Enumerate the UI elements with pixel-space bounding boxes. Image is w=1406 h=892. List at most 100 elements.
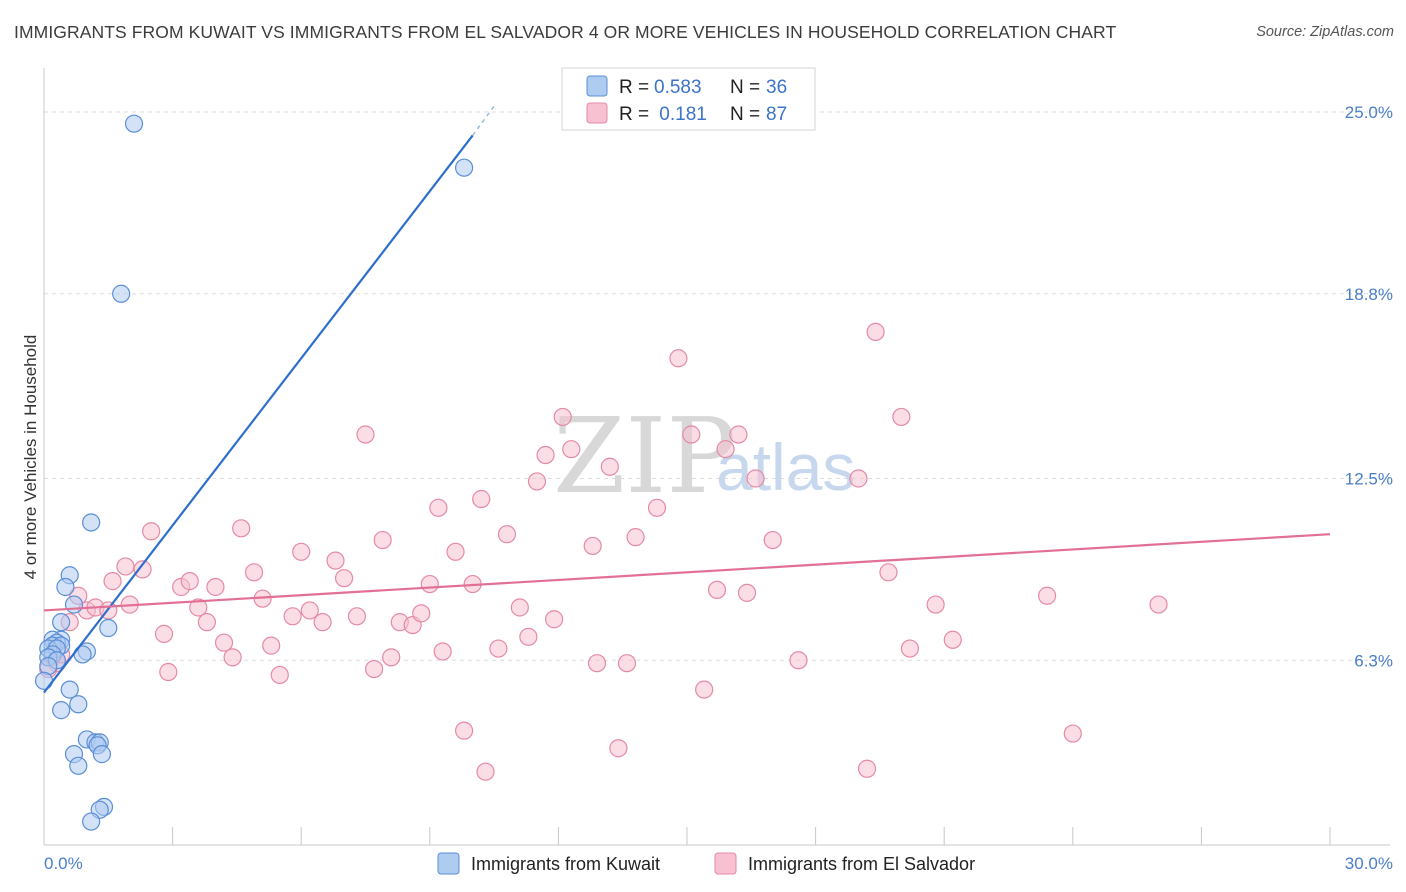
- el-salvador-point-61: [600, 457, 619, 476]
- kuwait-point-3: [82, 513, 101, 532]
- el-salvador-point-11: [133, 560, 152, 579]
- kuwait-point-32: [69, 756, 88, 775]
- el-salvador-point-36: [364, 659, 384, 679]
- el-salvador-point-50: [489, 639, 508, 658]
- el-salvador-point-68: [695, 680, 714, 699]
- el-salvador-point-30: [300, 601, 319, 620]
- el-salvador-point-55: [536, 445, 555, 465]
- el-salvador-point-45: [446, 542, 465, 561]
- kuwait-point-7: [52, 613, 71, 632]
- legend-swatch-el-salvador: [586, 102, 608, 124]
- kuwait-point-31: [92, 745, 111, 764]
- legend-box: R = 0.583 N = 36 R = 0.181 N = 87: [561, 67, 816, 131]
- kuwait-point-6: [64, 595, 84, 614]
- el-salvador-point-24: [244, 563, 264, 582]
- source-credit: Source: ZipAtlas.com: [1256, 24, 1394, 40]
- kuwait-trend-extension: [472, 105, 495, 136]
- el-salvador-point-29: [292, 542, 311, 561]
- kuwait-point-23: [60, 680, 79, 699]
- el-salvador-point-65: [647, 498, 667, 517]
- legend-el-salvador-n-value: 87: [766, 104, 787, 125]
- el-salvador-point-51: [497, 525, 517, 544]
- el-salvador-point-71: [729, 425, 748, 444]
- el-salvador-point-75: [789, 651, 808, 670]
- el-salvador-point-72: [737, 583, 757, 602]
- el-salvador-point-70: [716, 440, 735, 459]
- kuwait-point-1: [454, 158, 474, 177]
- el-salvador-point-66: [669, 349, 688, 368]
- el-salvador-point-84: [1037, 586, 1057, 605]
- el-salvador-point-31: [313, 613, 332, 632]
- kuwait-point-8: [99, 618, 118, 638]
- el-salvador-point-59: [583, 536, 602, 556]
- el-salvador-point-76: [849, 469, 868, 488]
- el-salvador-point-32: [326, 551, 345, 570]
- y-tick-label-0: 6.3%: [1354, 651, 1393, 670]
- el-salvador-point-9: [103, 572, 122, 591]
- legend-kuwait-n-label: N =: [730, 77, 760, 98]
- watermark-zip: ZIP: [553, 395, 736, 517]
- el-salvador-point-20: [206, 577, 225, 597]
- el-salvador-point-18: [189, 598, 208, 617]
- el-salvador-point-46: [454, 721, 474, 740]
- el-salvador-point-28: [283, 607, 302, 626]
- el-salvador-point-64: [626, 528, 645, 547]
- el-salvador-point-67: [682, 425, 701, 444]
- x-minor-ticks: [172, 827, 1331, 845]
- legend-swatch-kuwait: [586, 75, 608, 97]
- el-salvador-point-44: [433, 642, 452, 661]
- el-salvador-point-58: [562, 440, 581, 459]
- el-salvador-point-57: [553, 407, 572, 427]
- el-salvador-point-80: [892, 407, 911, 427]
- bottom-legend: Immigrants from Kuwait Immigrants from E…: [437, 852, 975, 875]
- el-salvador-trend-line: [43, 533, 1331, 612]
- kuwait-point-35: [82, 812, 101, 831]
- y-tick-label-3: 25.0%: [1345, 103, 1393, 122]
- bottom-legend-label-kuwait: Immigrants from Kuwait: [471, 854, 660, 874]
- trend-lines: [43, 105, 1331, 694]
- series-kuwait-points: [34, 114, 474, 831]
- el-salvador-point-52: [510, 598, 529, 617]
- el-salvador-point-12: [142, 522, 161, 541]
- el-salvador-point-74: [763, 530, 782, 550]
- el-salvador-point-19: [197, 613, 216, 632]
- el-salvador-point-81: [900, 639, 920, 658]
- el-salvador-point-41: [412, 604, 431, 623]
- axes: [43, 68, 1390, 846]
- el-salvador-point-33: [334, 569, 354, 588]
- el-salvador-point-56: [545, 610, 564, 629]
- bottom-legend-label-el-salvador: Immigrants from El Salvador: [748, 854, 975, 874]
- el-salvador-point-15: [159, 662, 178, 682]
- gridlines: [44, 111, 1390, 661]
- el-salvador-point-82: [926, 595, 945, 614]
- el-salvador-point-43: [429, 498, 448, 517]
- kuwait-point-22: [34, 671, 54, 690]
- y-tick-label-1: 12.5%: [1345, 469, 1393, 488]
- el-salvador-point-63: [617, 654, 637, 673]
- el-salvador-point-21: [214, 633, 234, 652]
- el-salvador-point-37: [373, 530, 392, 550]
- x-tick-label-min: 0.0%: [44, 854, 83, 873]
- el-salvador-point-79: [879, 563, 898, 582]
- y-tick-label-2: 18.8%: [1345, 285, 1393, 304]
- x-tick-label-max: 30.0%: [1345, 854, 1393, 873]
- el-salvador-point-60: [587, 654, 607, 673]
- kuwait-point-25: [52, 701, 71, 720]
- kuwait-point-2: [112, 284, 131, 303]
- kuwait-point-5: [56, 577, 75, 597]
- el-salvador-point-26: [262, 636, 281, 655]
- el-salvador-point-54: [527, 472, 547, 491]
- kuwait-point-0: [124, 114, 144, 133]
- el-salvador-point-85: [1063, 724, 1082, 743]
- legend-kuwait-n-value: 36: [766, 77, 787, 98]
- bottom-legend-swatch-el-salvador: [714, 852, 737, 875]
- kuwait-trend-line: [43, 134, 474, 694]
- kuwait-point-24: [69, 695, 88, 714]
- el-salvador-point-69: [707, 580, 727, 600]
- el-salvador-point-48: [472, 489, 491, 509]
- el-salvador-point-17: [180, 572, 199, 591]
- chart-title: IMMIGRANTS FROM KUWAIT VS IMMIGRANTS FRO…: [14, 22, 1117, 42]
- y-tick-labels: 6.3% 12.5% 18.8% 25.0%: [1345, 103, 1393, 670]
- el-salvador-point-77: [857, 759, 877, 778]
